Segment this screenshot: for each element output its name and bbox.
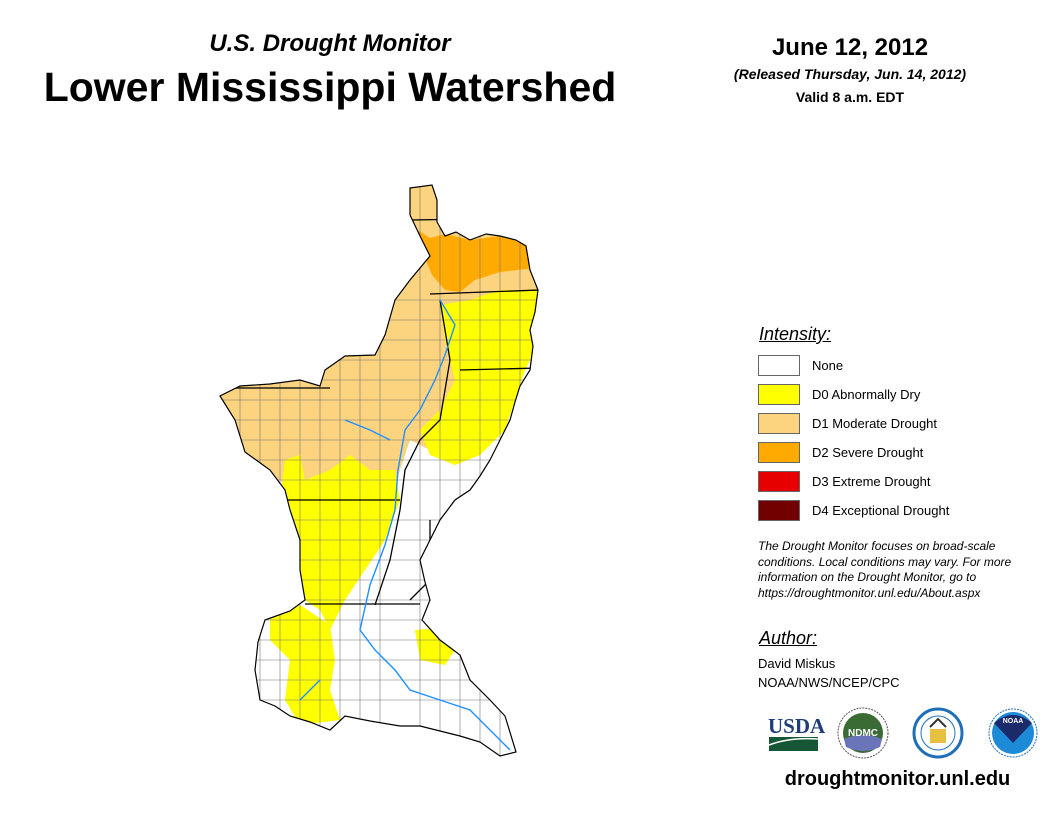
rivers bbox=[299, 299, 511, 751]
noaa-logo: NOAA bbox=[988, 708, 1038, 758]
d0-abnormally-dry-area-southwest bbox=[270, 605, 340, 725]
legend-item-d4: D4 Exceptional Drought bbox=[758, 499, 950, 521]
d2-severe-drought-area bbox=[410, 225, 535, 292]
legend-label: D2 Severe Drought bbox=[812, 444, 924, 460]
map-subtitle: U.S. Drought Monitor bbox=[209, 30, 451, 57]
legend-item-d1: D1 Moderate Drought bbox=[758, 412, 938, 434]
release-date: (Released Thursday, Jun. 14, 2012) bbox=[733, 66, 967, 82]
legend-swatch bbox=[758, 383, 800, 405]
svg-text:USDA: USDA bbox=[768, 714, 826, 738]
legend-label: D4 Exceptional Drought bbox=[812, 502, 950, 518]
legend-item-d3: D3 Extreme Drought bbox=[758, 470, 931, 492]
legend-label: D0 Abnormally Dry bbox=[812, 386, 921, 402]
legend-swatch bbox=[758, 441, 800, 463]
website-url[interactable]: droughtmonitor.unl.edu bbox=[784, 768, 1011, 790]
legend-heading: Intensity: bbox=[759, 324, 832, 344]
disclaimer-note: The Drought Monitor focuses on broad-sca… bbox=[758, 539, 1012, 600]
legend-label: D1 Moderate Drought bbox=[812, 415, 938, 431]
commerce-seal-logo bbox=[912, 707, 964, 759]
map-title: Lower Mississippi Watershed bbox=[43, 64, 617, 110]
legend-item-none: None bbox=[758, 354, 844, 376]
legend-label: D3 Extreme Drought bbox=[812, 473, 931, 489]
legend-item-d2: D2 Severe Drought bbox=[758, 441, 924, 463]
svg-text:NDMC: NDMC bbox=[848, 728, 878, 739]
usda-logo: USDA bbox=[768, 714, 826, 751]
ndmc-logo: NDMC bbox=[837, 707, 889, 759]
watershed-outline bbox=[219, 184, 539, 757]
map-date: June 12, 2012 bbox=[771, 34, 929, 61]
legend-item-d0: D0 Abnormally Dry bbox=[758, 383, 921, 405]
author-name: David Miskus bbox=[758, 656, 836, 671]
legend-label: None bbox=[812, 357, 844, 373]
legend-swatch bbox=[758, 354, 800, 376]
author-org: NOAA/NWS/NCEP/CPC bbox=[758, 675, 900, 690]
partner-logos: USDA NDMC NOAA bbox=[768, 707, 1038, 759]
valid-time: Valid 8 a.m. EDT bbox=[795, 89, 905, 105]
legend-swatch bbox=[758, 412, 800, 434]
svg-text:NOAA: NOAA bbox=[1003, 718, 1024, 725]
author-heading: Author: bbox=[759, 628, 818, 648]
legend-swatch bbox=[758, 499, 800, 521]
legend-swatch bbox=[758, 470, 800, 492]
